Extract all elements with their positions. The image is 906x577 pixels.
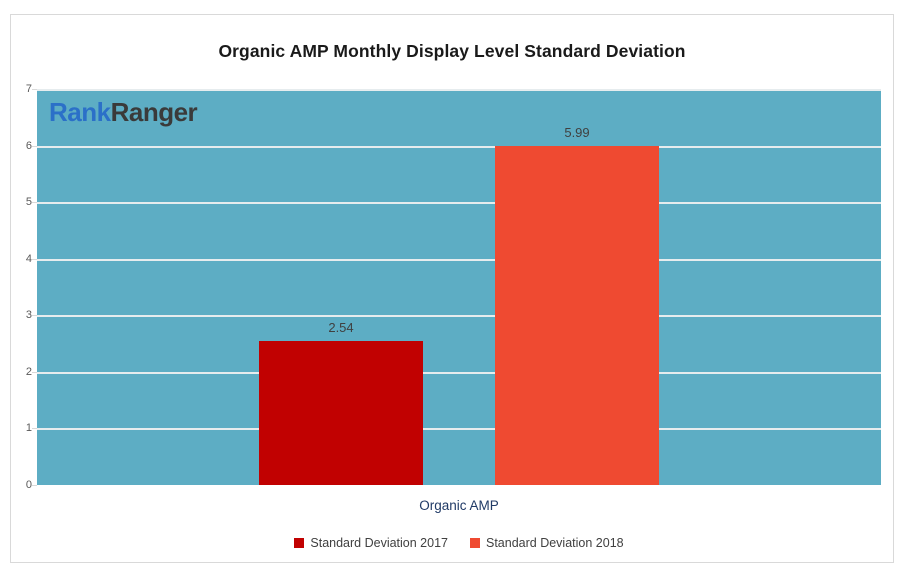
- x-axis-category-label: Organic AMP: [419, 498, 499, 513]
- y-axis-tick-label: 1: [25, 422, 32, 434]
- legend-swatch-2018: [470, 538, 480, 548]
- bar-standard-deviation-2018: [495, 146, 659, 485]
- gridline: [37, 89, 881, 91]
- legend-label-2017: Standard Deviation 2017: [310, 536, 448, 550]
- gridline: [37, 315, 881, 317]
- y-axis-tick-label: 0: [25, 479, 32, 491]
- y-axis-tick-label: 5: [25, 196, 32, 208]
- gridline: [37, 202, 881, 204]
- y-axis-tick-label: 7: [25, 83, 32, 95]
- plot-area: RankRanger 2.54 5.99: [37, 89, 881, 485]
- gridline: [37, 372, 881, 374]
- y-axis-tick-label: 2: [25, 366, 32, 378]
- logo-text-ranger: Ranger: [110, 97, 198, 127]
- y-axis-tick-label: 4: [25, 253, 32, 265]
- y-axis-tick-mark: [32, 259, 37, 260]
- gridline: [37, 146, 881, 148]
- legend: Standard Deviation 2017 Standard Deviati…: [37, 536, 881, 550]
- chart-title: Organic AMP Monthly Display Level Standa…: [218, 41, 686, 61]
- legend-item-2018: Standard Deviation 2018: [470, 536, 624, 550]
- y-axis-tick-mark: [32, 315, 37, 316]
- y-axis-tick-mark: [32, 146, 37, 147]
- legend-swatch-2017: [294, 538, 305, 548]
- gridline: [37, 259, 881, 261]
- y-axis-tick-mark: [32, 202, 37, 203]
- logo-text-rank: Rank: [49, 97, 111, 127]
- bar-data-label: 5.99: [564, 125, 590, 141]
- y-axis-tick-mark: [32, 89, 37, 90]
- y-axis-tick-label: 3: [25, 309, 32, 321]
- y-axis-tick-mark: [32, 372, 37, 373]
- chart-frame: Organic AMP Monthly Display Level Standa…: [10, 14, 894, 563]
- legend-item-2017: Standard Deviation 2017: [294, 536, 448, 550]
- rankranger-logo: RankRanger: [49, 97, 198, 128]
- gridline: [37, 428, 881, 430]
- bar-data-label: 2.54: [328, 320, 354, 336]
- legend-label-2018: Standard Deviation 2018: [486, 536, 624, 550]
- y-axis-tick-mark: [32, 428, 37, 429]
- bar-standard-deviation-2017: [259, 341, 423, 485]
- y-axis-tick-mark: [32, 485, 37, 486]
- y-axis-tick-label: 6: [25, 140, 32, 152]
